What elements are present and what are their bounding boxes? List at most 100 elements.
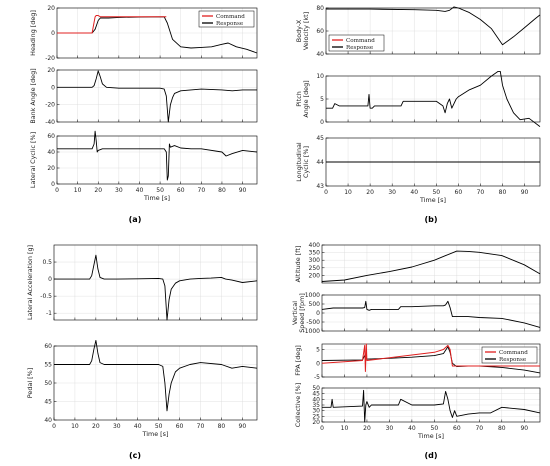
- y-tick-label: 500: [309, 301, 321, 308]
- x-tick-label: 50: [432, 189, 440, 196]
- y-tick-label: 45: [44, 399, 52, 406]
- x-axis-label: Time [s]: [142, 430, 169, 438]
- y-tick-label: 44: [316, 159, 324, 166]
- x-tick-label: 10: [71, 423, 79, 430]
- series-line-response: [321, 250, 541, 282]
- y-tick-label: 0.5: [42, 259, 52, 266]
- x-tick-label: 90: [239, 423, 247, 430]
- plot-frame: [56, 135, 258, 185]
- y-tick-label: 0: [51, 181, 55, 188]
- series-line-response: [57, 16, 258, 54]
- x-tick-label: 80: [218, 187, 226, 194]
- y-tick-label: 50: [44, 380, 52, 387]
- x-tick-label: 0: [324, 189, 328, 196]
- chart-b2: 0 5 10 PitchAngle [deg]: [295, 70, 541, 127]
- x-tick-label: 90: [521, 189, 529, 196]
- x-tick-label: 20: [363, 425, 371, 432]
- plot-frame: [56, 69, 258, 123]
- x-tick-label: 50: [431, 425, 439, 432]
- x-tick-label: 30: [388, 189, 396, 196]
- x-tick-label: 90: [239, 187, 247, 194]
- chart-a3: 0 20 40 60 0 10 20 30 40 50 60 70 80 90 Time [s] Latera…: [29, 130, 258, 202]
- y-axis-label: Lateral Cyclic [%]: [29, 132, 37, 188]
- y-axis-label: Lateral Acceleration [g]: [26, 245, 34, 320]
- y-tick-label: -1: [46, 310, 52, 317]
- series-line-response: [321, 300, 541, 328]
- y-tick-label: 60: [316, 28, 324, 35]
- y-axis-label-line: Vertical: [291, 301, 299, 325]
- y-axis-label-line: Pitch: [295, 91, 303, 107]
- y-tick-label: 0: [320, 119, 324, 126]
- series-line-response: [326, 70, 541, 127]
- y-tick-label: 40: [47, 149, 55, 156]
- y-tick-label: 40: [312, 396, 320, 403]
- y-tick-label: 30: [312, 408, 320, 415]
- chart-c2: 40 45 50 55 60 0 10 20 30 40 50 60 70 80 90 Time [s] Ped…: [26, 339, 258, 438]
- x-tick-label: 70: [197, 423, 205, 430]
- y-tick-label: -1000: [303, 328, 321, 335]
- y-tick-label: 5: [320, 96, 324, 103]
- y-axis-label-line: Speed [fpm]: [298, 293, 306, 333]
- legend-label: Response: [346, 45, 374, 51]
- x-tick-label: 50: [155, 423, 163, 430]
- y-axis-label: Body-XVelocity [kt]: [295, 12, 310, 50]
- chart-a2: -40 -20 0 20 Bank Angle [deg]: [29, 67, 258, 126]
- y-tick-label: -500: [306, 319, 320, 326]
- y-tick-label: 1000: [305, 292, 320, 299]
- y-tick-label: 35: [312, 402, 320, 409]
- series-line-response: [322, 389, 541, 423]
- y-tick-label: 0: [316, 310, 320, 317]
- x-tick-label: 80: [499, 189, 507, 196]
- y-tick-label: 55: [44, 362, 52, 369]
- x-tick-label: 50: [156, 187, 164, 194]
- legend-label: Command: [216, 14, 245, 20]
- x-tick-label: 30: [115, 187, 123, 194]
- y-tick-label: 20: [47, 5, 55, 12]
- y-tick-label: 20: [47, 67, 55, 74]
- y-tick-label: 0: [316, 360, 320, 367]
- y-axis-label-line: Velocity [kt]: [302, 12, 310, 50]
- legend-label: Command: [499, 350, 528, 356]
- x-tick-label: 60: [177, 187, 185, 194]
- y-tick-label: 43: [316, 183, 324, 190]
- x-tick-label: 10: [74, 187, 82, 194]
- y-axis-label-line: Angle [deg]: [302, 80, 310, 117]
- x-tick-label: 10: [341, 425, 349, 432]
- panel-label: (c): [129, 451, 141, 460]
- y-tick-label: 60: [44, 343, 52, 350]
- x-tick-label: 0: [55, 187, 59, 194]
- x-tick-label: 0: [320, 425, 324, 432]
- chart-b3: 43 44 45 0 10 20 30 40 50 60 70 80 90 Time [s] Longitu…: [295, 135, 541, 204]
- y-tick-label: 40: [44, 417, 52, 424]
- y-tick-label: 50: [312, 385, 320, 392]
- y-tick-label: -40: [45, 119, 55, 126]
- series-line-response: [57, 130, 258, 181]
- y-tick-label: 60: [47, 133, 55, 140]
- x-tick-label: 20: [94, 187, 102, 194]
- y-tick-label: 250: [309, 265, 321, 272]
- x-axis-label: Time [s]: [143, 194, 170, 202]
- x-tick-label: 80: [498, 425, 506, 432]
- x-tick-label: 30: [386, 425, 394, 432]
- y-tick-label: 10: [316, 73, 324, 80]
- y-tick-label: 5: [316, 347, 320, 354]
- x-tick-label: 40: [134, 423, 142, 430]
- plot-frame: [53, 244, 258, 321]
- x-tick-label: 40: [136, 187, 144, 194]
- x-tick-label: 20: [92, 423, 100, 430]
- x-tick-label: 70: [475, 425, 483, 432]
- y-tick-label: 300: [309, 257, 321, 264]
- panel-label: (a): [129, 215, 142, 224]
- y-axis-label: Pedal [%]: [26, 368, 34, 398]
- y-axis-label: PitchAngle [deg]: [295, 80, 310, 117]
- chart-d2: -1000 -500 0 500 1000 VerticalSpeed [fpm]: [291, 292, 541, 335]
- x-tick-label: 60: [453, 425, 461, 432]
- y-axis-label: Bank Angle [deg]: [29, 68, 37, 123]
- y-tick-label: -20: [45, 55, 55, 62]
- series-line-command: [57, 15, 167, 34]
- x-axis-label: Time [s]: [419, 196, 446, 204]
